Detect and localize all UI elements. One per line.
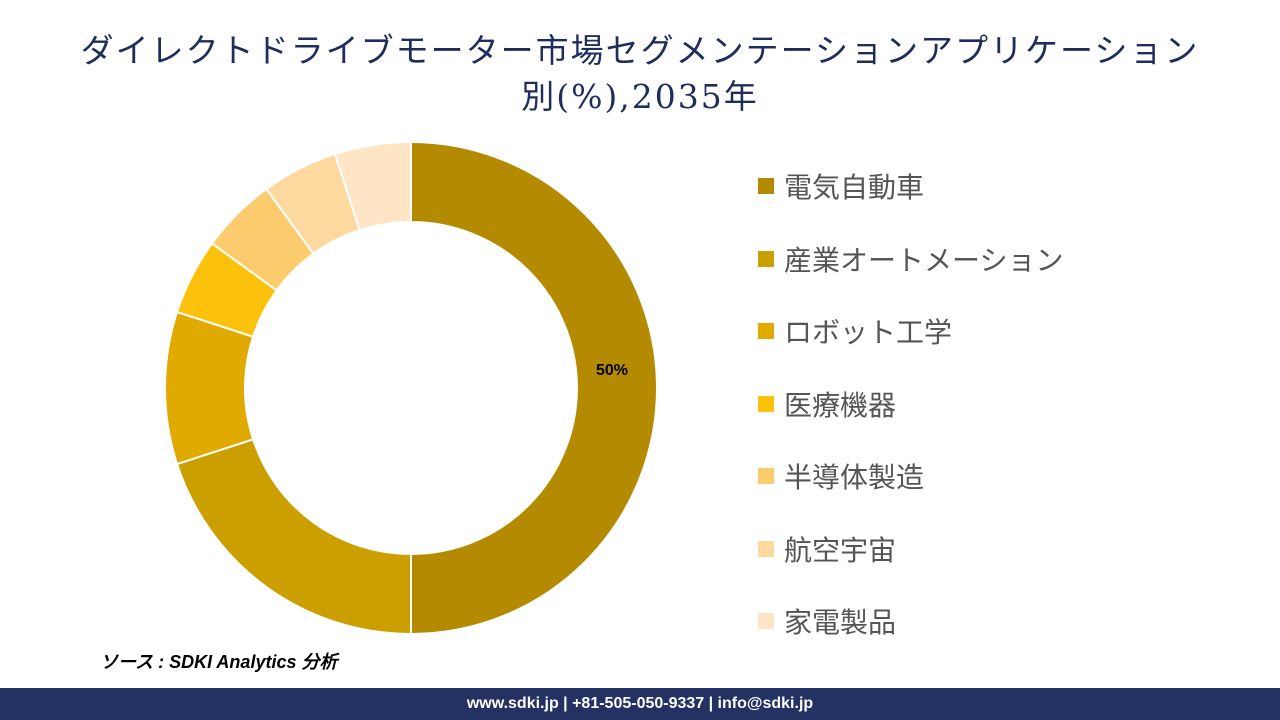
legend-label: 家電製品 [784,606,897,640]
legend-swatch [758,613,774,630]
legend-item: ロボット工学 [758,295,1063,368]
legend-item: 航空宇宙 [758,513,1063,586]
legend-label: 航空宇宙 [784,533,897,567]
legend-item: 電気自動車 [758,150,1063,223]
title-line-1: ダイレクトドライブモーター市場セグメンテーションアプリケーション [80,31,1200,70]
legend: 電気自動車産業オートメーション ロボット工学 医療機器半導体製造航空宇宙家電製品 [758,150,1063,658]
legend-label: 産業オートメーション [784,243,1064,277]
legend-swatch [758,323,774,340]
legend-swatch [758,250,774,267]
legend-label: 半導体製造 [784,461,925,495]
legend-label: ロボット工学 [784,316,953,350]
title-line-2: 別(%),2035年 [521,77,759,116]
donut-slice-1 [175,438,412,636]
legend-swatch [758,468,774,485]
footer-contact: www.sdki.jp | +81-505-050-9337 | info@sd… [0,688,1280,720]
legend-item: 半導体製造 [758,440,1063,513]
data-label: 50% [596,362,628,379]
legend-item: 産業オートメーション [758,223,1063,296]
legend-label: 電気自動車 [784,171,925,205]
legend-item: 医療機器 [758,368,1063,441]
legend-label: 医療機器 [784,388,897,422]
legend-swatch [758,178,774,195]
donut-slice-2 [164,310,255,466]
legend-swatch [758,395,774,412]
legend-swatch [758,540,774,557]
chart-title: ダイレクトドライブモーター市場セグメンテーションアプリケーション 別(%),20… [0,28,1280,120]
source-note: ソース : SDKI Analytics 分析 [100,652,338,672]
legend-item: 家電製品 [758,585,1063,658]
donut-slice-0 [410,140,658,636]
donut-slice-6 [333,140,412,232]
